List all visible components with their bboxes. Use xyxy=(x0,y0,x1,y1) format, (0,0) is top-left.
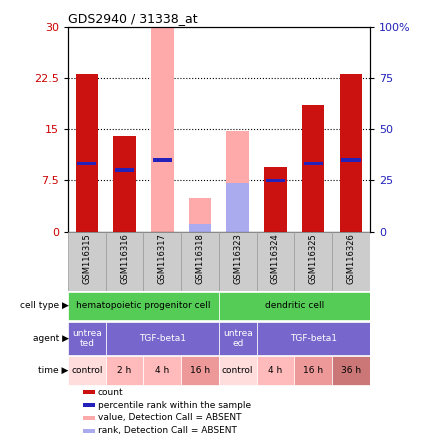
Bar xyxy=(76,75,98,232)
Bar xyxy=(294,357,332,385)
Text: TGF-beta1: TGF-beta1 xyxy=(290,334,337,343)
Bar xyxy=(143,232,181,291)
Text: 36 h: 36 h xyxy=(341,366,361,375)
Text: rank, Detection Call = ABSENT: rank, Detection Call = ABSENT xyxy=(98,426,236,436)
Text: GDS2940 / 31338_at: GDS2940 / 31338_at xyxy=(68,12,198,25)
Bar xyxy=(181,232,219,291)
Text: GSM116324: GSM116324 xyxy=(271,233,280,284)
Bar xyxy=(68,292,219,320)
Text: control: control xyxy=(71,366,102,375)
Text: percentile rank within the sample: percentile rank within the sample xyxy=(98,400,251,409)
Bar xyxy=(219,357,257,385)
Bar xyxy=(83,416,95,420)
Bar xyxy=(68,357,106,385)
Bar xyxy=(113,136,136,232)
Bar xyxy=(83,390,95,394)
Bar xyxy=(106,357,143,385)
Text: GSM116315: GSM116315 xyxy=(82,233,91,284)
Text: dendritic cell: dendritic cell xyxy=(265,301,324,310)
Bar xyxy=(257,357,294,385)
Bar xyxy=(83,404,95,407)
Bar xyxy=(189,198,211,232)
Bar xyxy=(106,232,143,291)
Bar xyxy=(77,162,96,165)
Text: 16 h: 16 h xyxy=(190,366,210,375)
Bar xyxy=(266,178,285,182)
Bar xyxy=(332,357,370,385)
Text: untrea
ted: untrea ted xyxy=(72,329,102,348)
Bar xyxy=(302,105,325,232)
Bar xyxy=(257,321,370,355)
Bar xyxy=(257,232,294,291)
Bar xyxy=(303,162,323,165)
Bar xyxy=(219,292,370,320)
Text: untrea
ed: untrea ed xyxy=(223,329,252,348)
Text: value, Detection Call = ABSENT: value, Detection Call = ABSENT xyxy=(98,413,241,423)
Bar xyxy=(219,321,257,355)
Bar xyxy=(264,167,287,232)
Bar xyxy=(227,182,249,232)
Bar xyxy=(153,158,172,162)
Text: GSM116316: GSM116316 xyxy=(120,233,129,284)
Bar xyxy=(294,232,332,291)
Bar xyxy=(189,223,211,232)
Bar xyxy=(115,168,134,172)
Bar xyxy=(340,75,362,232)
Text: 2 h: 2 h xyxy=(117,366,132,375)
Bar xyxy=(68,321,106,355)
Text: hematopoietic progenitor cell: hematopoietic progenitor cell xyxy=(76,301,211,310)
Bar xyxy=(68,232,106,291)
Text: TGF-beta1: TGF-beta1 xyxy=(139,334,186,343)
Text: cell type ▶: cell type ▶ xyxy=(20,301,69,310)
Text: GSM116317: GSM116317 xyxy=(158,233,167,284)
Bar xyxy=(151,28,173,232)
Bar xyxy=(181,357,219,385)
Text: GSM116325: GSM116325 xyxy=(309,233,317,284)
Text: 16 h: 16 h xyxy=(303,366,323,375)
Bar xyxy=(332,232,370,291)
Bar xyxy=(341,158,360,162)
Text: 4 h: 4 h xyxy=(155,366,170,375)
Text: control: control xyxy=(222,366,253,375)
Text: agent ▶: agent ▶ xyxy=(33,334,69,343)
Bar xyxy=(219,232,257,291)
Bar xyxy=(83,429,95,432)
Text: GSM116318: GSM116318 xyxy=(196,233,204,284)
Text: count: count xyxy=(98,388,123,396)
Text: 4 h: 4 h xyxy=(268,366,283,375)
Text: GSM116323: GSM116323 xyxy=(233,233,242,284)
Text: time ▶: time ▶ xyxy=(38,366,69,375)
Bar xyxy=(227,131,249,232)
Bar xyxy=(143,357,181,385)
Bar xyxy=(106,321,219,355)
Text: GSM116326: GSM116326 xyxy=(346,233,355,284)
